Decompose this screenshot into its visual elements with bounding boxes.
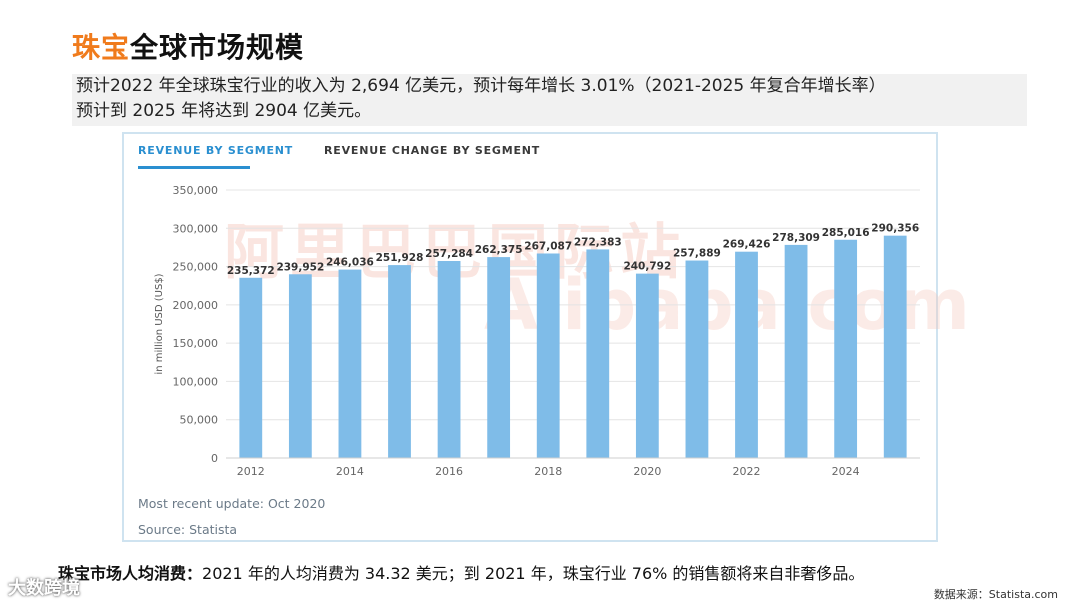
- x-tick-label: 2016: [435, 465, 463, 478]
- data-label-2023: 278,309: [772, 232, 820, 244]
- chart-card: 阿里巴巴国际站 Alibaba.com REVENUE BY SEGMENT R…: [122, 132, 970, 542]
- summary-line-1: 预计2022 年全球珠宝行业的收入为 2,694 亿美元，预计每年增长 3.01…: [76, 76, 886, 96]
- data-label-2025: 290,356: [871, 223, 919, 235]
- page-title: 珠宝全球市场规模: [72, 31, 305, 64]
- bar-2022: [735, 251, 758, 458]
- summary-line-2: 预计到 2025 年将达到 2904 亿美元。: [76, 101, 372, 121]
- bar-2018: [536, 253, 560, 458]
- bar-2020: [635, 273, 659, 458]
- tab-revenue-change-by-segment[interactable]: REVENUE CHANGE BY SEGMENT: [324, 144, 541, 157]
- bar-chart: 0 50,000 100,000 150,000 200,000 250,000 300,0…: [154, 184, 920, 478]
- x-tick-label: 2024: [832, 465, 860, 478]
- data-source: 数据来源：Statista.com: [933, 588, 1058, 601]
- data-label-2013: 239,952: [276, 261, 324, 273]
- y-tick-label: 150,000: [173, 337, 219, 350]
- source-note: Source: Statista: [138, 522, 238, 537]
- bar-2021: [685, 260, 709, 458]
- bar-2025: [883, 235, 907, 458]
- y-tick-label: 50,000: [180, 414, 219, 427]
- data-label-2024: 285,016: [822, 227, 870, 239]
- data-label-2014: 246,036: [326, 257, 374, 269]
- data-label-2022: 269,426: [723, 239, 771, 251]
- data-label-2021: 257,889: [673, 248, 721, 260]
- per-capita-text: 2021 年的人均消费为 34.32 美元；到 2021 年，珠宝行业 76% …: [202, 564, 865, 583]
- data-label-2019: 272,383: [574, 236, 622, 248]
- tab-revenue-by-segment[interactable]: REVENUE BY SEGMENT: [138, 144, 294, 157]
- bar-2012: [239, 277, 263, 458]
- summary-box: 预计2022 年全球珠宝行业的收入为 2,694 亿美元，预计每年增长 3.01…: [72, 74, 1027, 126]
- data-label-2015: 251,928: [376, 252, 424, 264]
- x-tick-label: 2014: [336, 465, 364, 478]
- y-tick-label: 350,000: [173, 184, 219, 197]
- bar-2013: [288, 274, 312, 458]
- brand-logo: 大数跨境: [8, 578, 80, 599]
- active-tab-underline: [138, 166, 250, 169]
- y-tick-label: 100,000: [173, 375, 219, 388]
- update-note: Most recent update: Oct 2020: [138, 496, 326, 511]
- per-capita-note: 珠宝市场人均消费：2021 年的人均消费为 34.32 美元；到 2021 年，…: [58, 560, 864, 584]
- x-tick-label: 2022: [733, 465, 761, 478]
- data-label-2017: 262,375: [475, 244, 523, 256]
- bar-2014: [338, 269, 362, 458]
- bar-2023: [784, 244, 808, 458]
- x-tick-label: 2012: [237, 465, 265, 478]
- y-tick-label: 0: [211, 452, 218, 465]
- per-capita-label: 珠宝市场人均消费：: [58, 564, 203, 583]
- data-label-2012: 235,372: [227, 265, 275, 277]
- data-label-2016: 257,284: [425, 248, 473, 260]
- data-label-2018: 267,087: [524, 240, 572, 252]
- data-label-2020: 240,792: [623, 261, 671, 273]
- y-tick-label: 250,000: [173, 261, 219, 274]
- bar-2016: [437, 260, 461, 458]
- y-tick-label: 300,000: [173, 222, 219, 235]
- bar-2019: [586, 249, 610, 458]
- bar-2017: [487, 257, 511, 458]
- bar-2015: [388, 265, 411, 458]
- y-axis-label: in million USD (US$): [154, 273, 165, 374]
- bar-2024: [834, 239, 858, 458]
- x-tick-label: 2018: [534, 465, 562, 478]
- x-tick-label: 2020: [633, 465, 661, 478]
- y-tick-label: 200,000: [173, 299, 219, 312]
